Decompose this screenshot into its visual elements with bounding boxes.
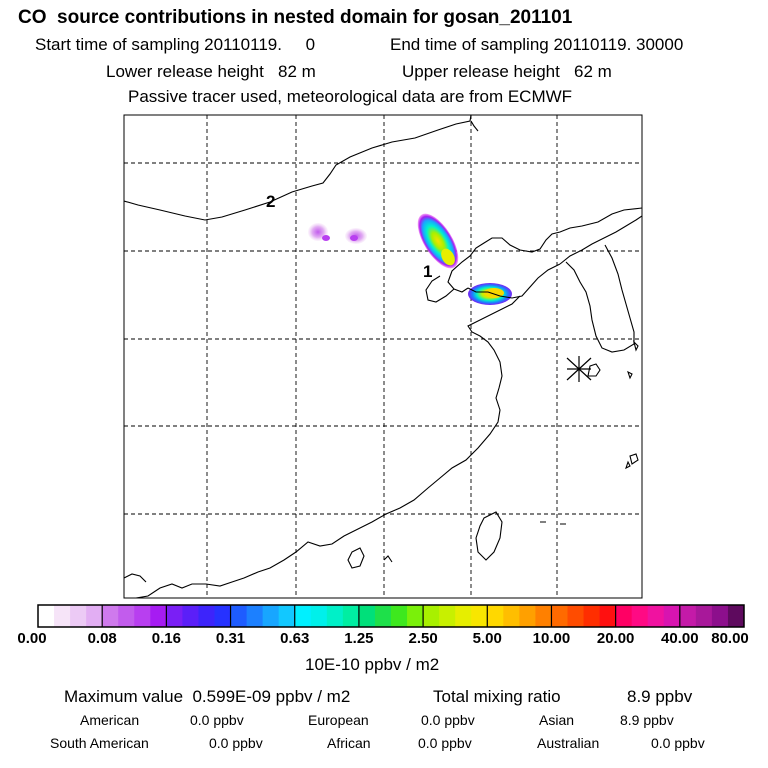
region-value-australian: 0.0 ppbv [651, 735, 705, 751]
colorbar-tick-label: 2.50 [408, 630, 438, 647]
release-marker-2: 2 [266, 192, 275, 211]
colorbar-tick-label: 80.00 [711, 630, 749, 647]
region-value-african: 0.0 ppbv [418, 735, 472, 751]
colorbar-units: 10E-10 ppbv / m2 [305, 655, 440, 674]
release-marker-1: 1 [423, 262, 432, 281]
max-value-label: Maximum value 0.599E-09 ppbv / m2 [64, 687, 351, 706]
colorbar-tick-label: 20.00 [596, 630, 635, 647]
end-time-label: End time of sampling 20110119. 30000 [390, 35, 684, 54]
colorbar-tick-label: 5.00 [472, 630, 502, 647]
colorbar-tick-label: 0.08 [87, 630, 117, 647]
region-value-south-american: 0.0 ppbv [209, 735, 263, 751]
tracer-note: Passive tracer used, meteorological data… [128, 87, 573, 106]
region-value-asian: 8.9 ppbv [620, 712, 674, 728]
map-panel: 2 1 [123, 114, 643, 599]
coastlines [124, 115, 642, 598]
chart-title: CO source contributions in nested domain… [18, 7, 573, 28]
colorbar-tick-label: 0.00 [17, 630, 47, 647]
colorbar-tick-label: 0.16 [151, 630, 181, 647]
receptor-star-icon [566, 356, 592, 382]
total-mixing-value: 8.9 ppbv [627, 687, 693, 706]
lat-lon-grid [124, 115, 642, 598]
start-time-label: Start time of sampling 20110119. 0 [35, 35, 316, 54]
colorbar-tick-label: 0.31 [215, 630, 246, 647]
map-frame [123, 114, 643, 599]
region-name-australian: Australian [537, 735, 600, 751]
region-name-african: African [327, 735, 371, 751]
region-value-european: 0.0 ppbv [421, 712, 475, 728]
colorbar-tick-label: 1.25 [344, 630, 374, 647]
lower-release-label: Lower release height 82 m [106, 62, 316, 81]
region-value-american: 0.0 ppbv [190, 712, 244, 728]
region-name-south-american: South American [50, 735, 149, 751]
concentration-field [308, 213, 512, 305]
colorbar-tick-label: 0.63 [280, 630, 310, 647]
total-mixing-label: Total mixing ratio [433, 687, 561, 706]
colorbar-tick-label: 40.00 [661, 630, 699, 647]
region-name-european: European [308, 712, 369, 728]
region-name-american: American [80, 712, 140, 728]
colorbar-tick-label: 10.00 [532, 630, 571, 647]
region-name-asian: Asian [539, 712, 575, 728]
upper-release-label: Upper release height 62 m [402, 62, 612, 81]
